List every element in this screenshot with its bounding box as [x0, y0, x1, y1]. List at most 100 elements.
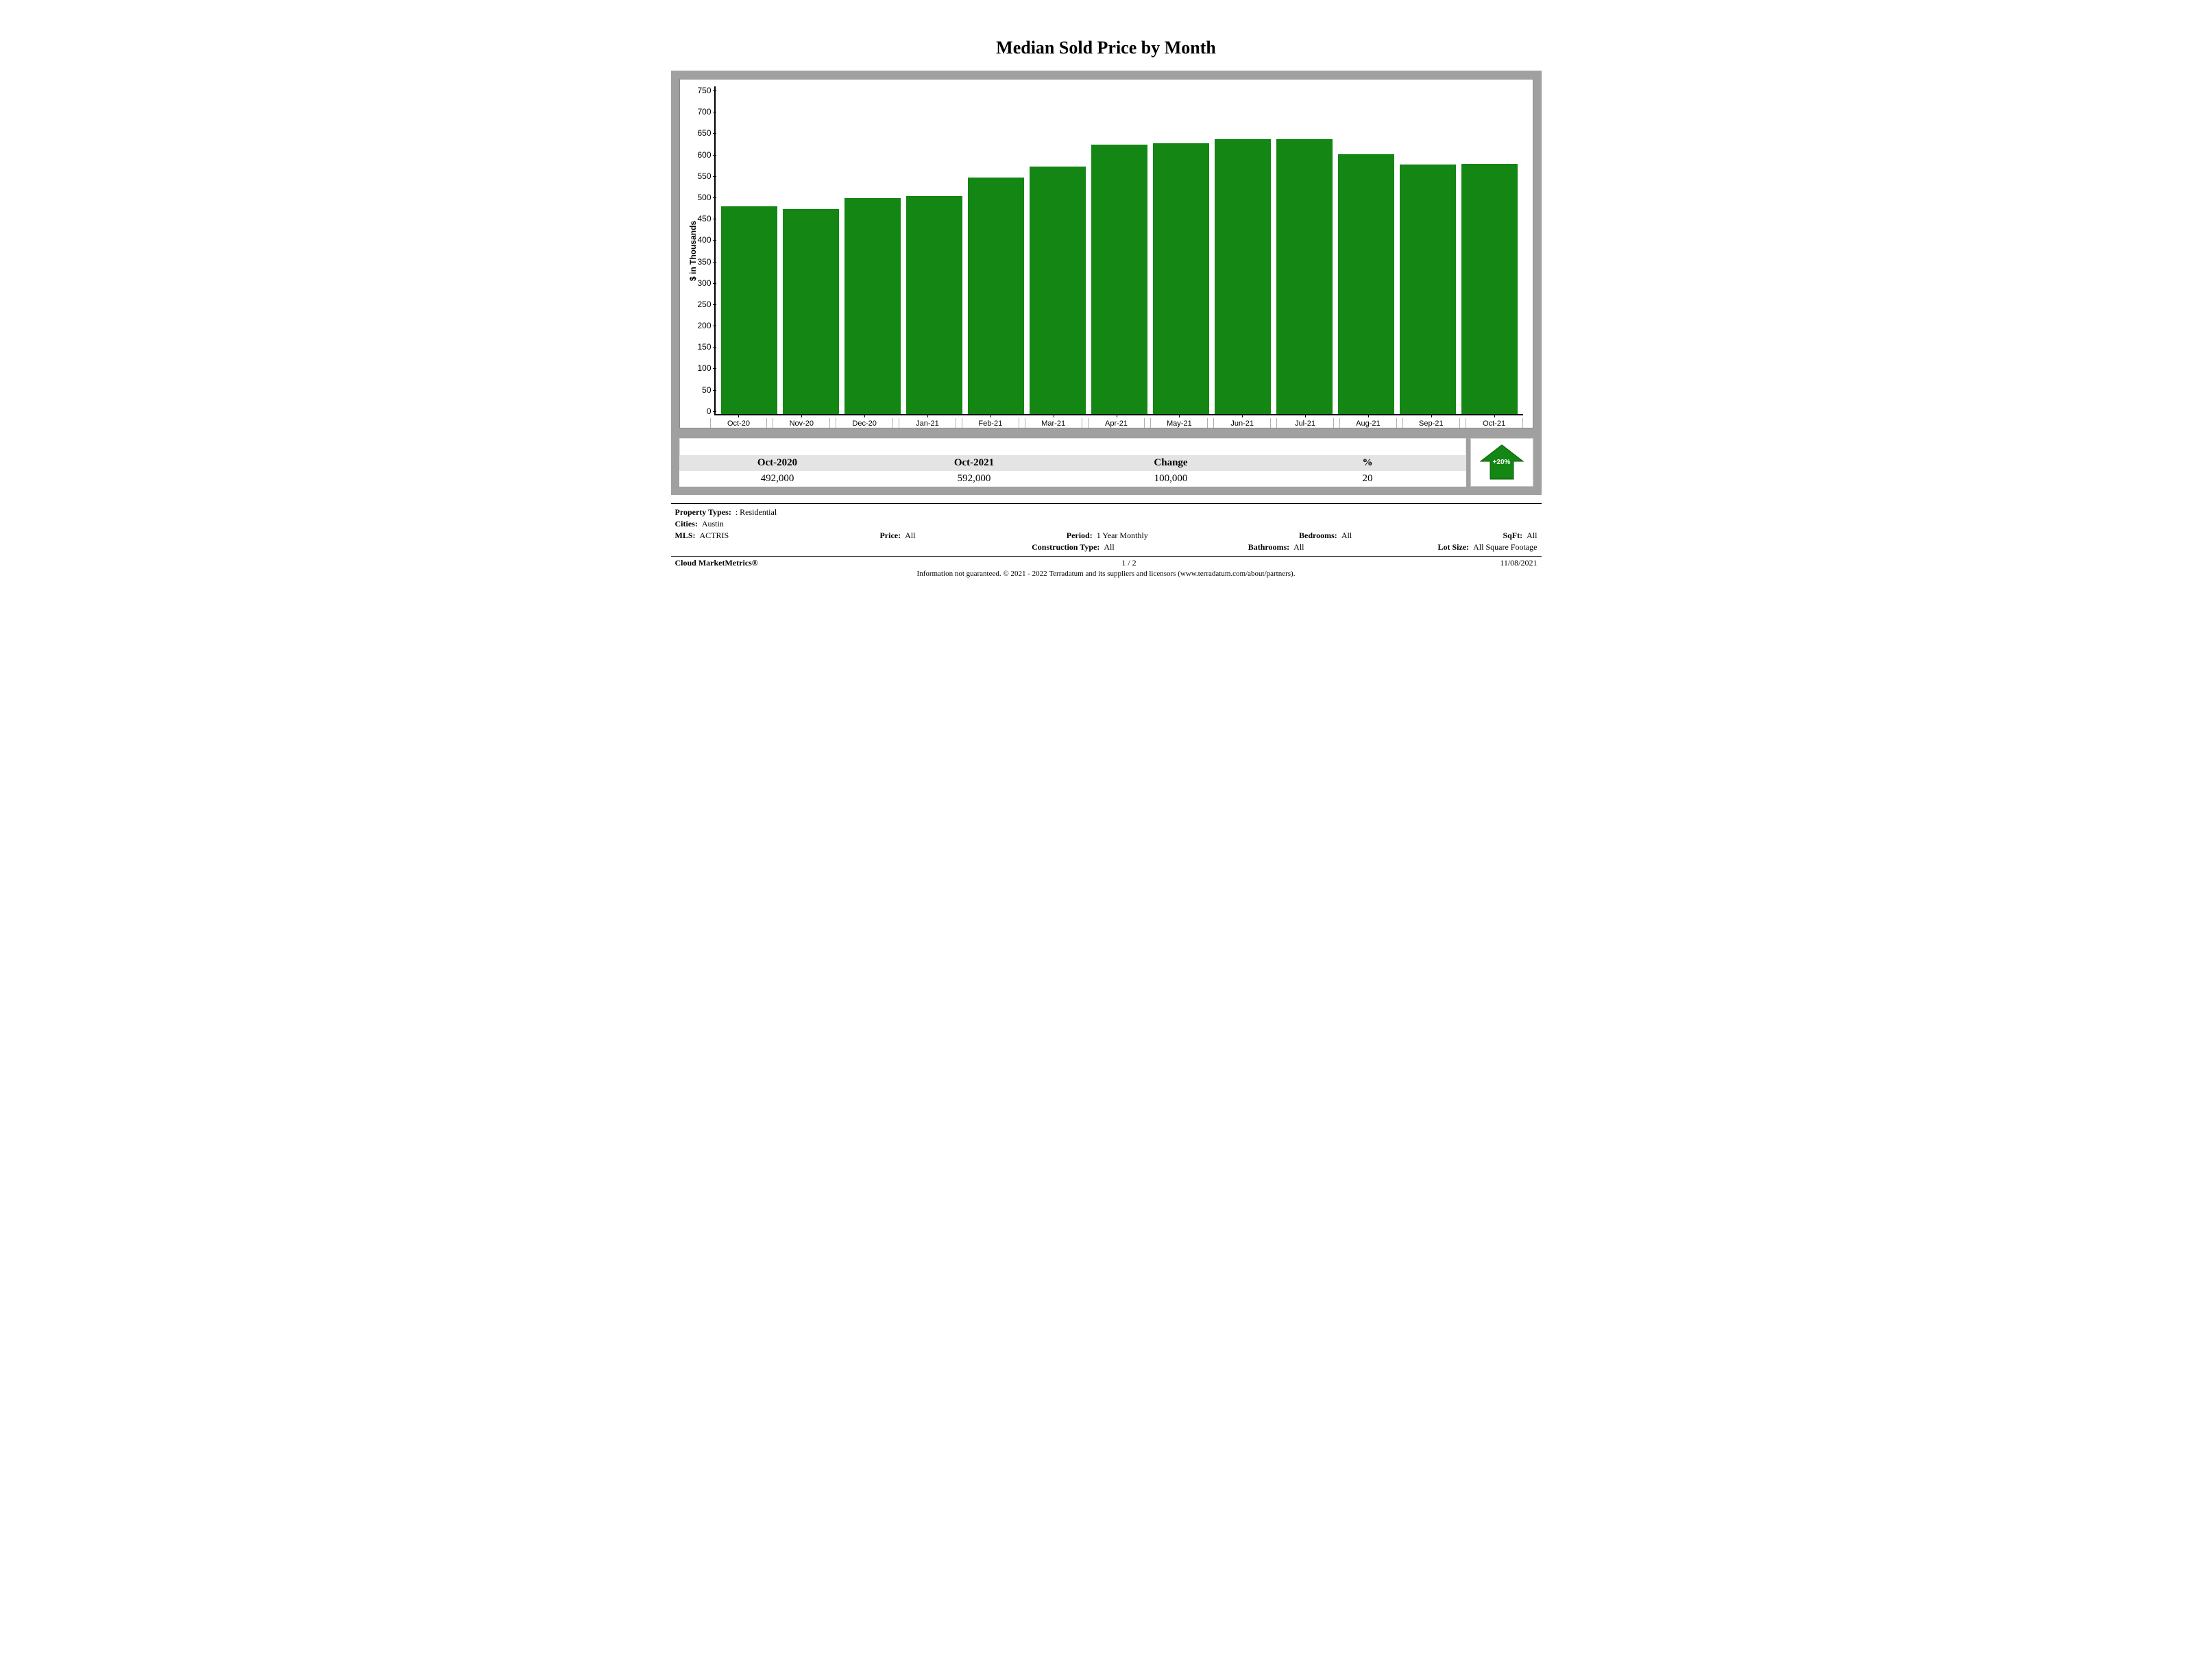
x-tick: Jan-21 [899, 418, 956, 428]
bar [1030, 167, 1086, 414]
y-tick: 250 [698, 300, 712, 308]
y-axis-label: $ in Thousands [687, 221, 698, 281]
bar [1461, 164, 1518, 414]
bar [1400, 165, 1456, 414]
trend-arrow: +20% [1470, 438, 1533, 487]
bar-slot [1400, 86, 1456, 414]
y-tick: 350 [698, 258, 712, 266]
summary-value-row: 492,000 592,000 100,000 20 [679, 471, 1466, 487]
bar-slot [721, 86, 777, 414]
filter-label: Period: [1067, 531, 1093, 541]
bar [721, 206, 777, 414]
y-tick: 700 [698, 108, 712, 116]
filter-value: All [905, 531, 915, 541]
x-tick: Jul-21 [1276, 418, 1334, 428]
summary-value: 592,000 [876, 471, 1073, 487]
filter-value: : Residential [736, 507, 777, 518]
summary-header-row: Oct-2020 Oct-2021 Change % [679, 455, 1466, 471]
filter-label: Bedrooms: [1299, 531, 1337, 541]
filter-value: All Square Footage [1473, 542, 1537, 552]
chart-title: Median Sold Price by Month [671, 38, 1542, 58]
y-axis-ticks: 7507006506005505004504003503002502001501… [698, 86, 714, 415]
y-tick: 0 [707, 407, 712, 415]
filter-label: Lot Size: [1437, 542, 1469, 552]
summary-section: Oct-2020 Oct-2021 Change % 492,000 592,0… [679, 438, 1533, 487]
bar [1276, 139, 1333, 414]
bar [783, 209, 839, 414]
y-tick: 200 [698, 321, 712, 330]
x-tick: Apr-21 [1088, 418, 1145, 428]
bar-slot [1461, 86, 1518, 414]
footer-disclaimer: Information not guaranteed. © 2021 - 202… [671, 568, 1542, 578]
y-tick: 750 [698, 86, 712, 95]
filter-value: All [1104, 542, 1114, 552]
x-tick: Nov-20 [773, 418, 830, 428]
x-tick: May-21 [1150, 418, 1208, 428]
report-panel: $ in Thousands 7507006506005505004504003… [671, 71, 1542, 495]
summary-header: % [1269, 455, 1466, 471]
footer-page: 1 / 2 [1121, 558, 1136, 568]
filter-label: Bathrooms: [1248, 542, 1289, 552]
y-tick: 600 [698, 151, 712, 159]
filter-label: SqFt: [1503, 531, 1522, 541]
bar-chart: $ in Thousands 7507006506005505004504003… [679, 79, 1533, 428]
footer-date: 11/08/2021 [1500, 558, 1537, 568]
y-tick: 50 [702, 386, 711, 394]
x-tick: Sep-21 [1402, 418, 1460, 428]
y-tick: 650 [698, 129, 712, 137]
bar [1091, 145, 1147, 415]
summary-value: 492,000 [679, 471, 876, 487]
filter-value: All [1341, 531, 1352, 541]
summary-header: Oct-2020 [679, 455, 876, 471]
bar-slot [968, 86, 1024, 414]
trend-arrow-label: +20% [1493, 459, 1511, 466]
filter-value: Austin [702, 519, 724, 529]
footer-brand: Cloud MarketMetrics® [675, 558, 758, 568]
bar-slot [1153, 86, 1209, 414]
filter-value: All [1293, 542, 1304, 552]
bar [968, 178, 1024, 414]
footer: Cloud MarketMetrics® 1 / 2 11/08/2021 [671, 557, 1542, 568]
bar-slot [844, 86, 901, 414]
filter-label: Construction Type: [1032, 542, 1099, 552]
bar [1338, 154, 1394, 414]
bar-slot [1215, 86, 1271, 414]
y-tick: 300 [698, 279, 712, 287]
bar-slot [906, 86, 962, 414]
y-tick: 150 [698, 343, 712, 351]
y-tick: 400 [698, 236, 712, 244]
y-tick: 100 [698, 364, 712, 372]
bar-slot [783, 86, 839, 414]
filter-label: Property Types: [675, 507, 731, 518]
x-tick: Oct-20 [710, 418, 768, 428]
filter-label: Price: [879, 531, 901, 541]
summary-value: 100,000 [1073, 471, 1269, 487]
filter-value: All [1527, 531, 1537, 541]
x-tick: Jun-21 [1213, 418, 1271, 428]
summary-value: 20 [1269, 471, 1466, 487]
bar [1215, 139, 1271, 414]
x-tick: Feb-21 [962, 418, 1019, 428]
bar [1153, 143, 1209, 414]
summary-header: Change [1073, 455, 1269, 471]
filter-value: ACTRIS [700, 531, 729, 541]
filters-section: Property Types: : Residential Cities: Au… [671, 503, 1542, 557]
y-tick: 500 [698, 193, 712, 202]
bar-slot [1276, 86, 1333, 414]
bar [906, 196, 962, 414]
summary-header: Oct-2021 [876, 455, 1073, 471]
bar-slot [1338, 86, 1394, 414]
y-tick: 450 [698, 215, 712, 223]
x-tick: Mar-21 [1025, 418, 1082, 428]
x-tick: Dec-20 [836, 418, 893, 428]
plot-area [714, 86, 1523, 415]
bar [844, 198, 901, 414]
x-axis-ticks: Oct-20 Nov-20 Dec-20 Jan-21 Feb-21 Mar-21 Apr-… [710, 418, 1523, 428]
x-tick: Aug-21 [1339, 418, 1397, 428]
x-tick: Oct-21 [1466, 418, 1523, 428]
y-tick: 550 [698, 172, 712, 180]
filter-label: Cities: [675, 519, 698, 529]
filter-value: 1 Year Monthly [1097, 531, 1148, 541]
bar-slot [1030, 86, 1086, 414]
bar-slot [1091, 86, 1147, 414]
